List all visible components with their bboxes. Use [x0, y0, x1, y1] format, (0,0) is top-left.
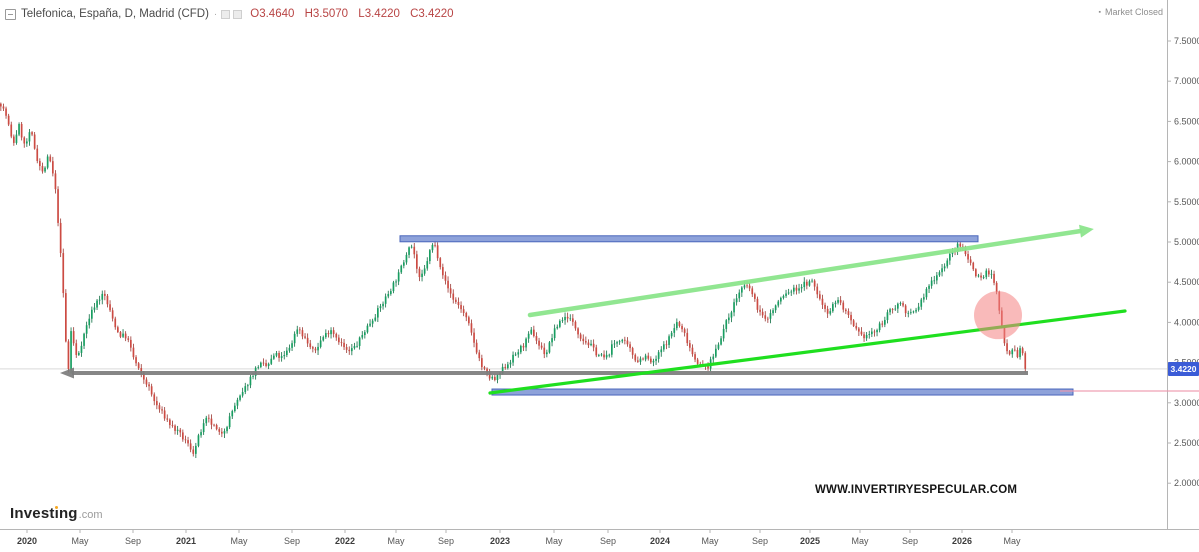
svg-text:2021: 2021 — [176, 536, 196, 546]
resistance-zone[interactable] — [399, 235, 979, 243]
svg-text:Sep: Sep — [438, 536, 454, 546]
svg-text:2.0000: 2.0000 — [1174, 478, 1199, 488]
instrument-title: Telefonica, España, D, Madrid (CFD) — [21, 8, 209, 20]
channel-upper-arrow-line[interactable] — [527, 224, 1094, 318]
logo-orange-dot-icon — [55, 505, 59, 509]
svg-text:Sep: Sep — [600, 536, 616, 546]
support-zone[interactable] — [491, 388, 1074, 396]
status-dot-icon: ▪ — [1098, 8, 1101, 16]
svg-text:6.5000: 6.5000 — [1174, 116, 1199, 126]
logo-text: Investı ng — [10, 505, 78, 522]
svg-text:2026: 2026 — [952, 536, 972, 546]
svg-text:Sep: Sep — [902, 536, 918, 546]
market-status: ▪ Market Closed — [1098, 7, 1163, 17]
svg-text:May: May — [230, 536, 248, 546]
svg-text:May: May — [71, 536, 89, 546]
investing-logo: Investı ng .com — [10, 505, 103, 522]
instrument-header: Telefonica, España, D, Madrid (CFD) · O3… — [5, 6, 461, 22]
svg-text:2025: 2025 — [800, 536, 820, 546]
chart-control-icon[interactable] — [233, 9, 243, 19]
price-axis[interactable]: 7.5000 7.0000 6.5000 6.0000 5.5000 5.0000 4.50… — [1167, 0, 1199, 529]
svg-text:May: May — [1003, 536, 1021, 546]
svg-text:2023: 2023 — [490, 536, 510, 546]
current-price-badge: 3.4220 — [1168, 362, 1199, 376]
chart-control-icon[interactable] — [221, 9, 231, 19]
title-separator: · — [213, 8, 218, 20]
logo-suffix: .com — [78, 509, 103, 521]
channel-lower-line[interactable] — [488, 309, 1127, 395]
svg-text:4.0000: 4.0000 — [1174, 317, 1199, 327]
svg-text:May: May — [387, 536, 405, 546]
svg-text:6.0000: 6.0000 — [1174, 157, 1199, 167]
svg-text:Sep: Sep — [752, 536, 768, 546]
svg-text:7.5000: 7.5000 — [1174, 36, 1199, 46]
watermark: WWW.INVERTIRYESPECULAR.COM — [815, 484, 1018, 496]
svg-text:5.0000: 5.0000 — [1174, 237, 1199, 247]
svg-text:Sep: Sep — [125, 536, 141, 546]
svg-text:May: May — [701, 536, 719, 546]
svg-text:4.5000: 4.5000 — [1174, 277, 1199, 287]
svg-text:May: May — [851, 536, 869, 546]
svg-text:May: May — [545, 536, 563, 546]
alert-circle[interactable] — [974, 291, 1022, 340]
svg-text:5.5000: 5.5000 — [1174, 197, 1199, 207]
candlestick-series[interactable] — [0, 102, 1027, 459]
market-status-label: Market Closed — [1104, 7, 1163, 17]
svg-text:7.0000: 7.0000 — [1174, 76, 1199, 86]
svg-text:2.5000: 2.5000 — [1174, 438, 1199, 448]
collapse-icon[interactable] — [5, 8, 16, 20]
gray-level-line[interactable] — [60, 367, 1028, 379]
svg-text:Sep: Sep — [284, 536, 300, 546]
svg-text:2020: 2020 — [17, 536, 37, 546]
time-axis[interactable]: 2020 May Sep 2021 May Sep 2022 May Sep 2023 May Sep… — [0, 529, 1199, 546]
svg-text:3.0000: 3.0000 — [1174, 398, 1199, 408]
ohlc-values: O3.4640 H3.5070 L3.4220 C3.4220 — [250, 8, 454, 20]
svg-text:2024: 2024 — [650, 536, 670, 546]
svg-text:2022: 2022 — [335, 536, 355, 546]
